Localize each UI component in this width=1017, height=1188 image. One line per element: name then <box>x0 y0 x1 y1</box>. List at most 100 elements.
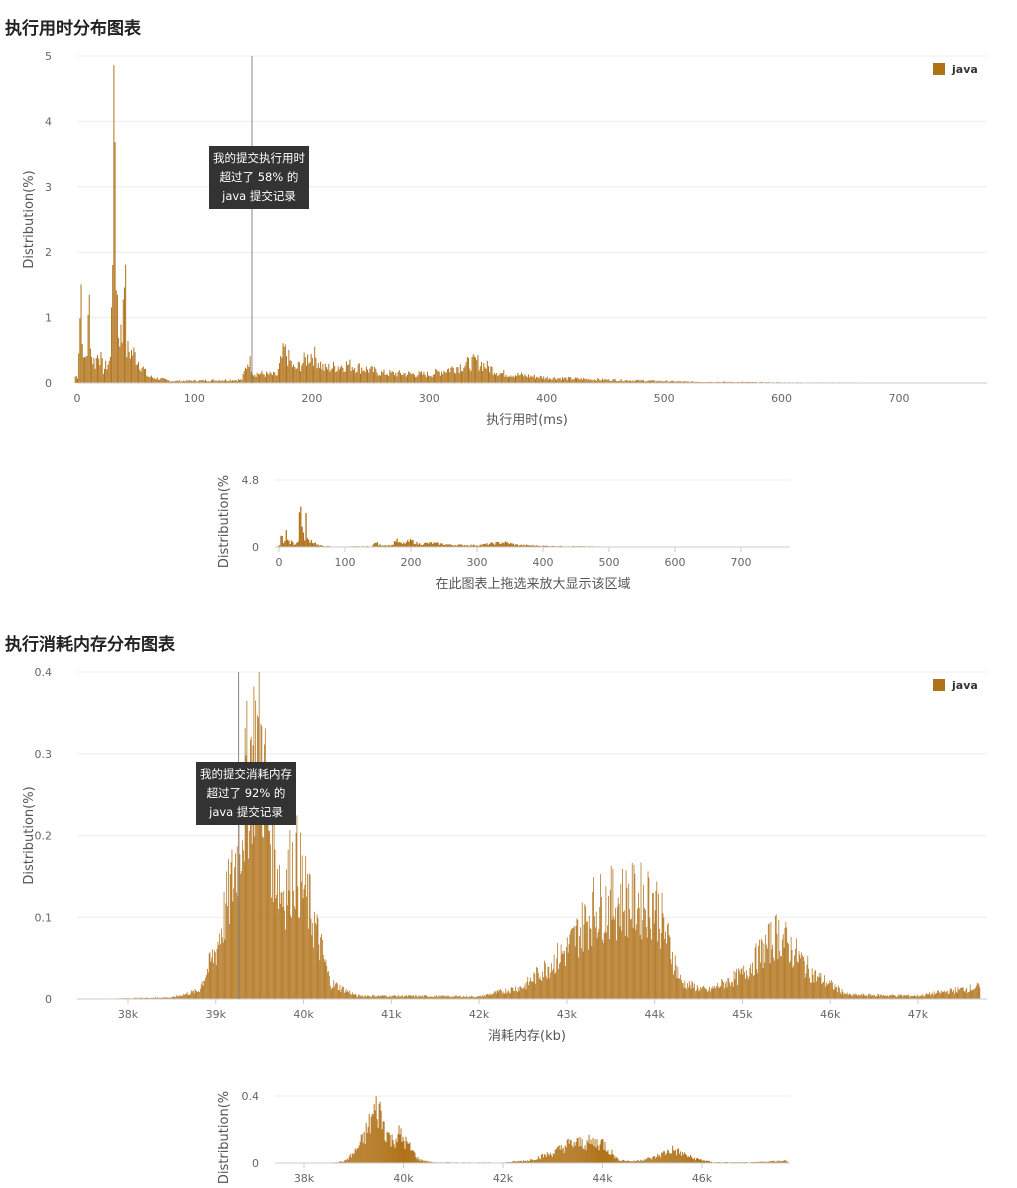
bar <box>852 995 853 999</box>
bar <box>246 700 248 999</box>
bar <box>650 380 652 383</box>
y-tick-label: 5 <box>45 50 52 63</box>
bar <box>239 854 241 999</box>
bar <box>827 983 829 999</box>
bar <box>594 380 596 383</box>
bar <box>228 859 229 999</box>
bar <box>677 966 679 999</box>
navigator-bar <box>503 543 505 547</box>
bar <box>182 995 184 999</box>
navigator-bar <box>345 1160 347 1163</box>
bar <box>768 923 770 999</box>
bar <box>425 995 427 999</box>
bar <box>686 381 688 383</box>
bar <box>400 996 402 999</box>
x-tick-label: 500 <box>654 392 675 405</box>
bar <box>954 987 956 999</box>
bar <box>310 918 312 999</box>
bar <box>500 989 501 999</box>
bar <box>939 992 940 999</box>
legend-swatch <box>933 679 945 691</box>
x-tick-label: 100 <box>184 392 205 405</box>
navigator-bar <box>378 545 380 547</box>
navigator-bar <box>617 1158 619 1163</box>
bar <box>716 983 718 999</box>
navigator-bar <box>576 1138 578 1163</box>
bar <box>472 354 474 383</box>
bar <box>219 380 221 383</box>
bar <box>287 365 289 383</box>
bar <box>587 378 589 383</box>
navigator-bar <box>446 544 448 547</box>
bar <box>142 997 143 999</box>
bar <box>370 366 372 383</box>
bar <box>131 349 133 383</box>
navigator-bar <box>538 1158 540 1163</box>
bar <box>529 377 531 383</box>
navigator-bar <box>423 1161 425 1163</box>
bar <box>406 995 408 999</box>
navigator-bar <box>582 1148 584 1163</box>
bar <box>245 755 247 999</box>
navigator-bar <box>607 1149 609 1163</box>
bar <box>439 375 441 383</box>
navigator-bar <box>425 1160 427 1163</box>
bar <box>487 994 489 999</box>
bar <box>100 352 102 383</box>
bar <box>294 909 296 999</box>
navigator-bar <box>684 1152 686 1163</box>
navigator-bar <box>621 1160 623 1163</box>
navigator-bar <box>526 1160 528 1163</box>
navigator-bar <box>678 1148 680 1163</box>
bar <box>570 377 572 383</box>
bar <box>264 376 266 383</box>
bar <box>156 377 158 383</box>
bar <box>831 980 832 999</box>
bar <box>285 929 286 999</box>
navigator-bar <box>317 544 319 547</box>
navigator-bar <box>290 540 293 547</box>
bar <box>145 368 147 383</box>
bar <box>942 991 944 999</box>
bar <box>788 943 789 999</box>
bar <box>362 995 364 999</box>
bar <box>479 995 480 999</box>
navigator-bar <box>388 544 390 547</box>
bar <box>166 997 168 999</box>
bar <box>869 993 871 999</box>
bar <box>196 381 198 383</box>
bar <box>742 974 744 999</box>
bar <box>333 980 335 999</box>
bar <box>340 367 342 383</box>
bar <box>731 981 733 999</box>
bar <box>399 372 401 383</box>
bar <box>171 997 172 999</box>
navigator-bar <box>516 544 518 547</box>
bar <box>121 342 123 383</box>
bar <box>180 381 182 383</box>
navigator-bar <box>289 543 291 547</box>
bar <box>405 995 407 999</box>
bar <box>542 378 544 383</box>
bar <box>163 378 165 383</box>
bar <box>210 380 212 383</box>
bar <box>376 372 378 383</box>
bar <box>428 997 429 999</box>
bar <box>151 997 153 999</box>
bar <box>193 993 195 999</box>
bar <box>166 379 168 383</box>
navigator-bar <box>774 1161 776 1163</box>
bar <box>295 368 297 383</box>
bar <box>424 374 426 383</box>
bar <box>452 995 454 999</box>
bar <box>922 993 924 999</box>
bar <box>697 987 699 999</box>
bar <box>523 376 525 383</box>
bar <box>180 996 182 999</box>
navigator-bar <box>513 545 516 547</box>
navigator-bar <box>389 1135 391 1163</box>
bar <box>470 370 472 383</box>
bar <box>374 366 376 383</box>
